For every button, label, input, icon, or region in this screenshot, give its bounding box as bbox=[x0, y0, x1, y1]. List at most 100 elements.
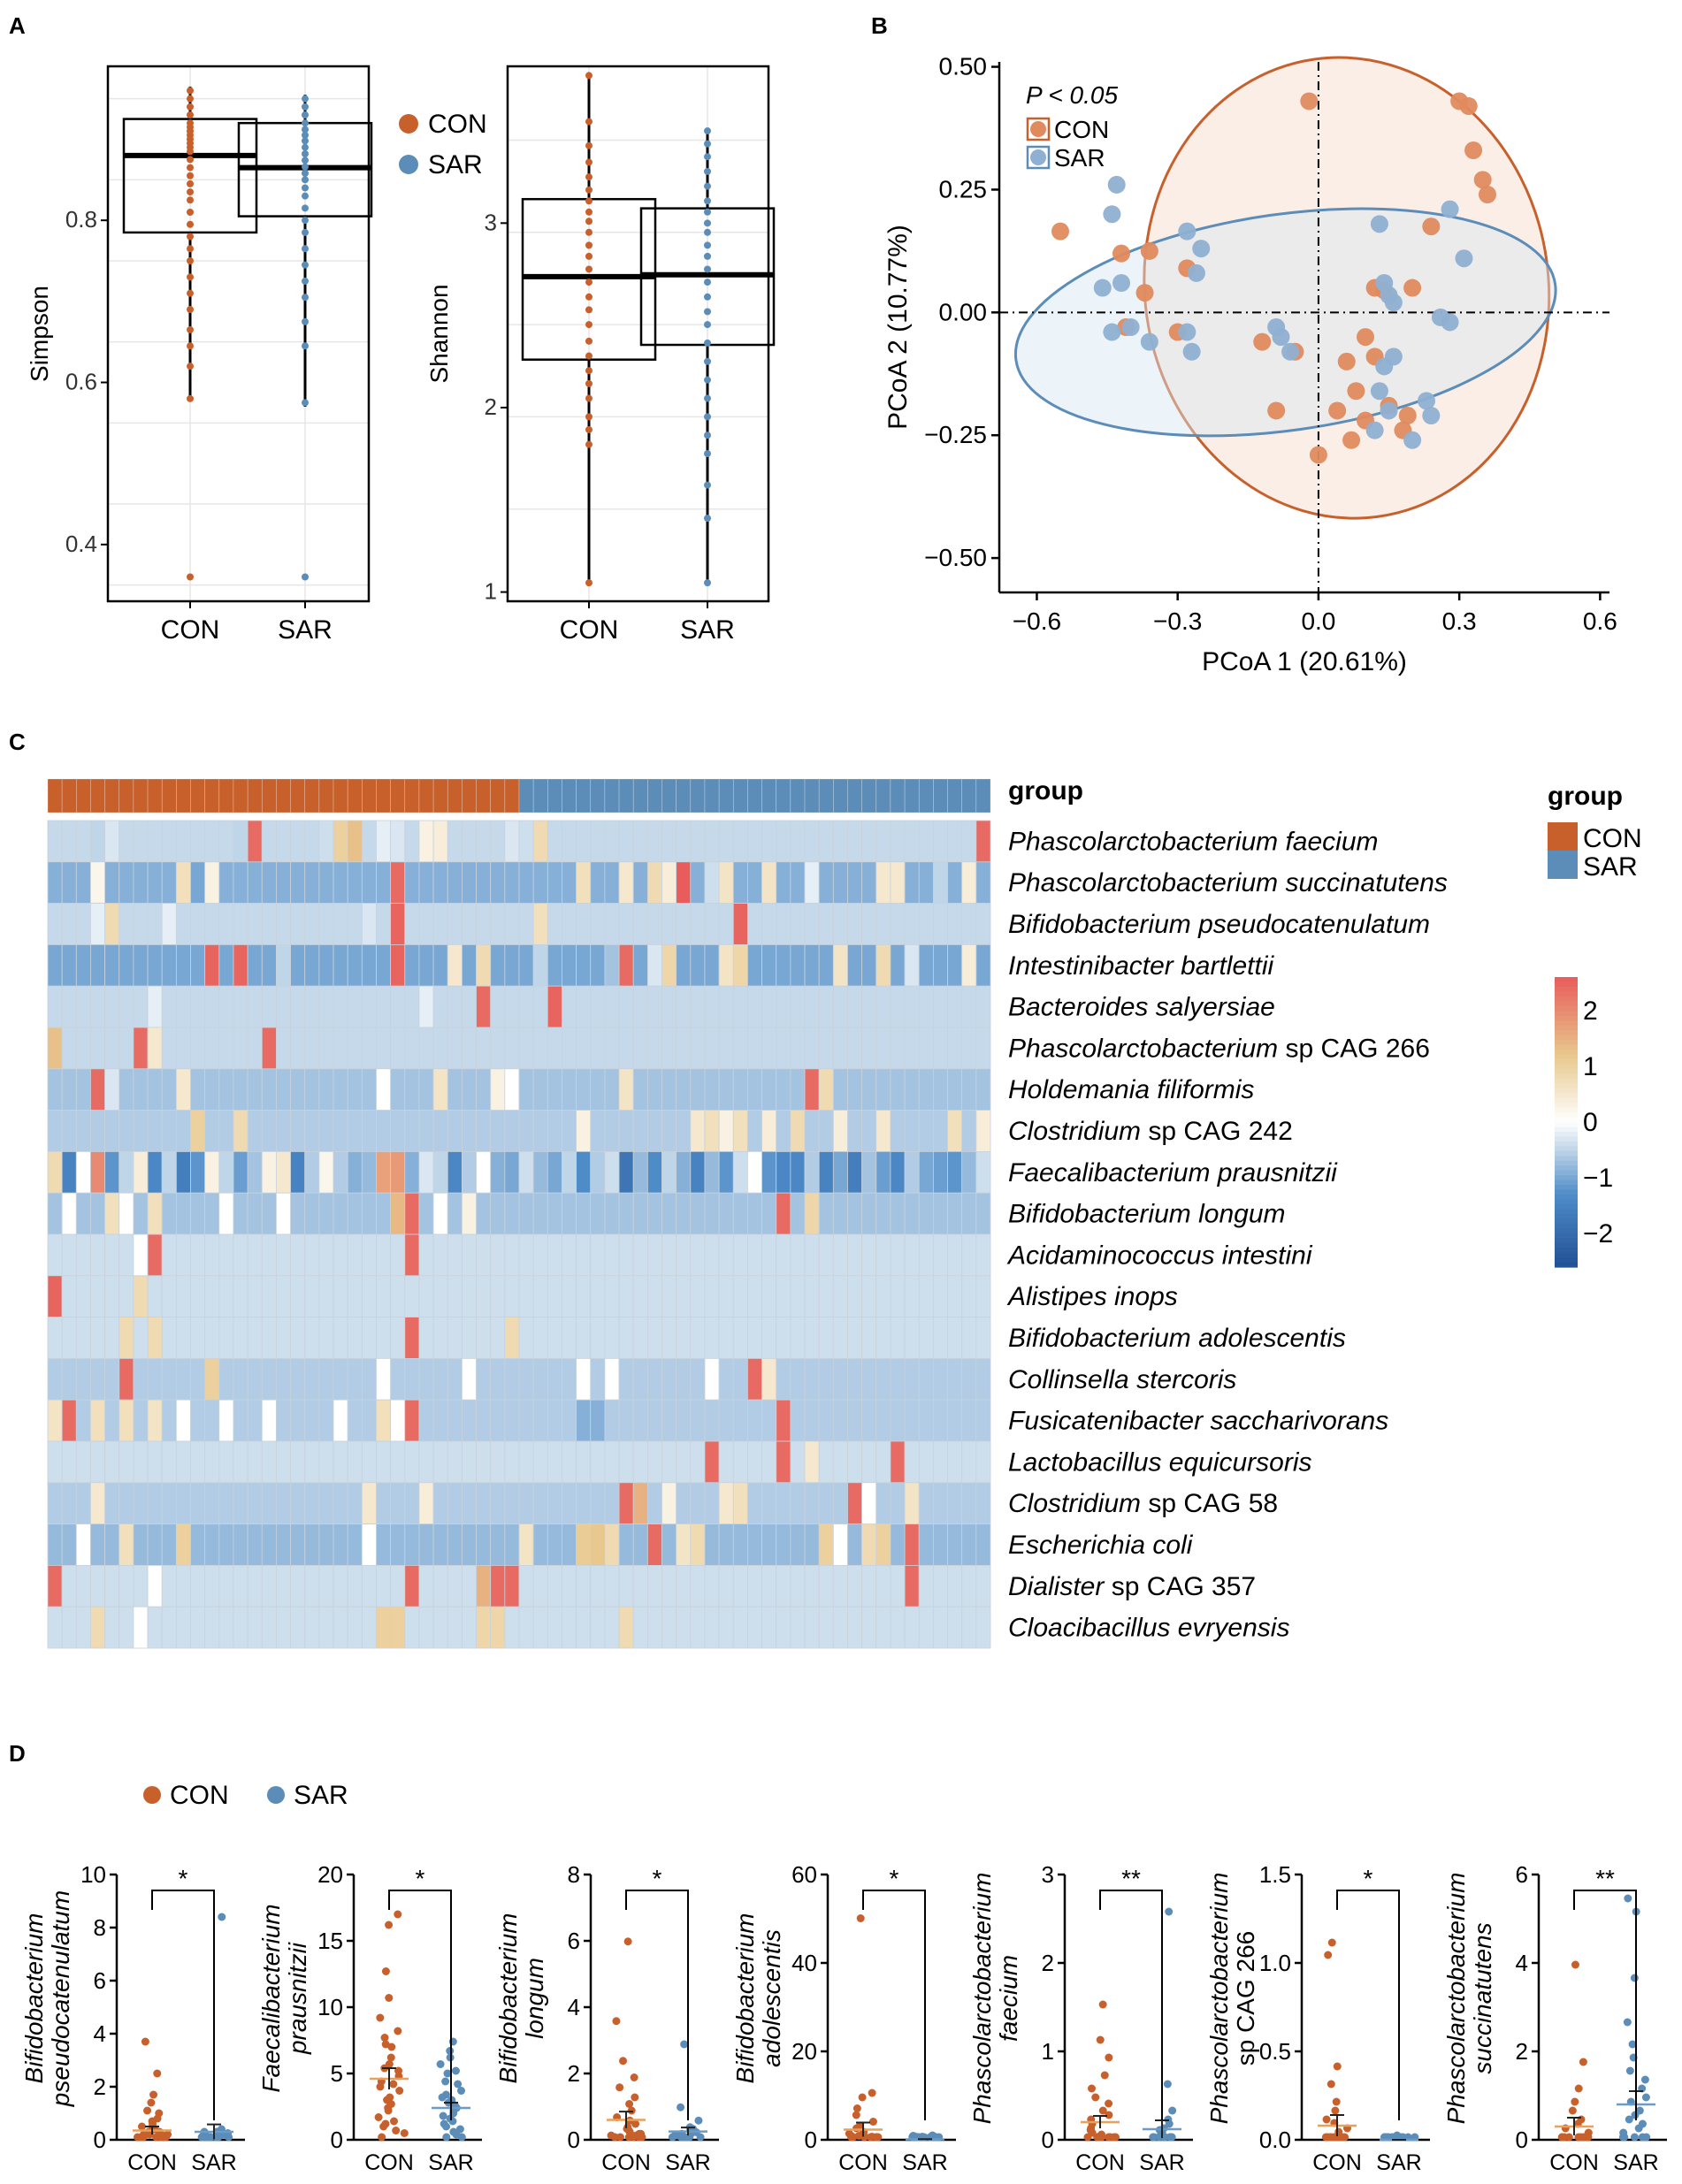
heatmap-cell bbox=[133, 1027, 149, 1070]
heatmap-cell bbox=[562, 944, 577, 987]
heatmap-cell bbox=[904, 1027, 920, 1070]
heatmap-cell bbox=[632, 1068, 648, 1111]
heatmap-cell bbox=[447, 1358, 463, 1401]
heatmap-cell bbox=[190, 1275, 206, 1318]
heatmap-cell bbox=[461, 1233, 477, 1277]
legend-title: group bbox=[1548, 782, 1623, 811]
heatmap-cell bbox=[504, 1068, 520, 1111]
colorbar-step bbox=[1555, 1064, 1578, 1070]
heatmap-cell bbox=[347, 1027, 363, 1070]
colorbar-step bbox=[1555, 981, 1578, 988]
heatmap-cell bbox=[461, 1275, 477, 1318]
heatmap-cell bbox=[747, 944, 762, 987]
heatmap-cell bbox=[204, 1068, 220, 1111]
heatmap-cell bbox=[646, 1068, 662, 1111]
heatmap-cell bbox=[390, 1068, 406, 1111]
heatmap-cell bbox=[604, 1482, 620, 1525]
heatmap-cell bbox=[333, 1440, 348, 1484]
heatmap-cell bbox=[861, 1068, 877, 1111]
heatmap-cell bbox=[975, 1068, 991, 1111]
heatmap-cell bbox=[361, 1482, 377, 1525]
heatmap-cell bbox=[247, 1482, 263, 1525]
heatmap-cell bbox=[732, 944, 748, 987]
heatmap-cell bbox=[290, 1358, 306, 1401]
heatmap-cell bbox=[718, 944, 734, 987]
y-tick-label: 0.25 bbox=[939, 175, 988, 202]
heatmap-cell bbox=[318, 1482, 334, 1525]
heatmap-cell bbox=[661, 861, 677, 904]
heatmap-cell bbox=[532, 1275, 548, 1318]
y-axis-label: Phascolarctobacteriumfaecium bbox=[968, 1873, 1022, 2125]
heatmap-cell bbox=[233, 1151, 248, 1194]
heatmap-cell bbox=[432, 861, 448, 904]
colorbar-tick-label: 1 bbox=[1583, 1052, 1598, 1081]
heatmap-cell bbox=[418, 1275, 434, 1318]
data-point bbox=[187, 342, 194, 350]
heatmap-cell bbox=[776, 1358, 791, 1401]
data-point bbox=[585, 173, 593, 181]
heatmap-cell bbox=[732, 1440, 748, 1484]
heatmap-cell bbox=[790, 1317, 806, 1359]
heatmap-cell bbox=[47, 944, 63, 987]
heatmap-cell bbox=[861, 1440, 877, 1484]
heatmap-cell bbox=[618, 1358, 634, 1401]
heatmap-cell bbox=[432, 1440, 448, 1484]
heatmap-cell bbox=[75, 985, 91, 1028]
group-bar-cell bbox=[76, 778, 91, 813]
heatmap-cell bbox=[604, 944, 620, 987]
heatmap-cell bbox=[133, 1606, 149, 1649]
heatmap-cell bbox=[632, 985, 648, 1028]
heatmap-cell bbox=[490, 1399, 506, 1442]
heatmap-cell bbox=[432, 1358, 448, 1401]
data-point bbox=[585, 394, 593, 402]
heatmap-cell bbox=[404, 1358, 420, 1401]
heatmap-cell bbox=[961, 1110, 977, 1152]
y-tick-label: 2 bbox=[1042, 1950, 1054, 1976]
heatmap-cell bbox=[704, 1027, 720, 1070]
heatmap-cell bbox=[904, 1068, 920, 1111]
heatmap-cell bbox=[304, 1317, 320, 1359]
heatmap-cell bbox=[661, 1523, 677, 1566]
data-point bbox=[1631, 2111, 1640, 2119]
heatmap-cell bbox=[904, 1192, 920, 1235]
heatmap-cell bbox=[190, 1233, 206, 1277]
heatmap-cell bbox=[832, 1440, 848, 1484]
heatmap-cell bbox=[847, 1027, 863, 1070]
heatmap-cell bbox=[461, 1110, 477, 1152]
data-point bbox=[302, 184, 309, 192]
heatmap-cell bbox=[347, 820, 363, 863]
y-axis-label: Phascolarctobacteriumsuccinatutens bbox=[1442, 1873, 1496, 2125]
heatmap-cell bbox=[776, 1192, 791, 1235]
data-point bbox=[187, 188, 194, 196]
heatmap-cell bbox=[576, 1192, 592, 1235]
heatmap-cell bbox=[361, 861, 377, 904]
heatmap-cell bbox=[932, 1151, 948, 1194]
heatmap-cell bbox=[547, 1399, 562, 1442]
heatmap-cell bbox=[376, 1482, 392, 1525]
data-point bbox=[585, 141, 593, 149]
heatmap-cell bbox=[646, 1523, 662, 1566]
data-point bbox=[438, 2093, 447, 2102]
heatmap-cell bbox=[418, 985, 434, 1028]
heatmap-cell bbox=[90, 1192, 106, 1235]
heatmap-cell bbox=[632, 903, 648, 945]
scatter-point-con bbox=[1422, 218, 1441, 236]
group-bar-cell bbox=[590, 778, 606, 813]
colorbar-step bbox=[1555, 991, 1578, 997]
x-tick-label: CON bbox=[1312, 2150, 1362, 2175]
heatmap-cell bbox=[504, 820, 520, 863]
heatmap-cell bbox=[390, 1482, 406, 1525]
heatmap-cell bbox=[776, 1606, 791, 1649]
y-axis-label: Bifidobacteriumlongum bbox=[494, 1913, 548, 2084]
data-point bbox=[1096, 2035, 1105, 2044]
heatmap-cell bbox=[218, 1110, 234, 1152]
heatmap-cell bbox=[432, 985, 448, 1028]
heatmap-cell bbox=[333, 1399, 348, 1442]
heatmap-cell bbox=[90, 944, 106, 987]
group-bar-cell bbox=[90, 778, 105, 813]
heatmap-cell bbox=[776, 1110, 791, 1152]
row-label-taxon: Clostridium bbox=[1008, 1117, 1141, 1146]
heatmap-cell bbox=[204, 861, 220, 904]
heatmap-cell bbox=[218, 861, 234, 904]
